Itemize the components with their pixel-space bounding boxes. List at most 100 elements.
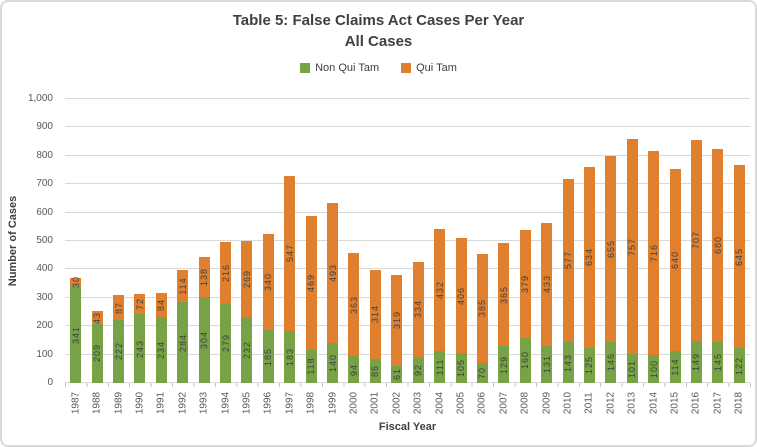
- data-label: 365: [498, 285, 509, 304]
- data-label: 105: [456, 359, 467, 378]
- data-label: 379: [520, 274, 531, 293]
- bar-segment-qui-tam: 469: [305, 216, 317, 350]
- data-label: 125: [584, 356, 595, 375]
- bar-column: 105 406: [450, 99, 471, 383]
- bar-segment-non-qui-tam: 85: [369, 358, 381, 383]
- x-tick: 2006: [472, 388, 493, 418]
- bar-column: 146 655: [600, 99, 621, 383]
- x-tick-label: 1989: [113, 391, 125, 415]
- data-label: 640: [670, 250, 681, 269]
- data-label: 114: [177, 277, 188, 295]
- bar-segment-non-qui-tam: 61: [391, 365, 403, 383]
- bar-segment-non-qui-tam: 185: [262, 330, 274, 383]
- data-label: 122: [734, 356, 745, 375]
- bar-segment-non-qui-tam: 140: [327, 343, 339, 383]
- x-tick: 2000: [343, 388, 364, 418]
- bar-segment-non-qui-tam: 70: [476, 363, 488, 383]
- x-tick-label: 2010: [562, 391, 574, 415]
- x-tick-label: 2018: [733, 391, 745, 415]
- x-tick: 1987: [65, 388, 86, 418]
- x-tick-label: 1994: [220, 391, 232, 415]
- data-label: 216: [220, 264, 231, 283]
- bar-column: 243 72: [129, 99, 150, 383]
- bar-column: 140 493: [322, 99, 343, 383]
- bar-segment-non-qui-tam: 131: [541, 345, 553, 383]
- bar-segment-qui-tam: 43: [91, 311, 103, 324]
- bar-segment-non-qui-tam: 105: [455, 353, 467, 383]
- gridline: [65, 211, 750, 213]
- legend: Non Qui Tam Qui Tam: [2, 62, 755, 74]
- bar-column: 279 216: [215, 99, 236, 383]
- bar-column: 92 334: [408, 99, 429, 383]
- bar-column: 232 269: [236, 99, 257, 383]
- x-tick: 1990: [129, 388, 150, 418]
- x-tick: 2002: [386, 388, 407, 418]
- bar-segment-qui-tam: 314: [369, 269, 381, 359]
- legend-item: Qui Tam: [401, 62, 457, 74]
- data-label: 222: [113, 342, 124, 361]
- bar-segment-qui-tam: 406: [455, 237, 467, 354]
- data-label: 84: [156, 298, 167, 311]
- bar-segment-qui-tam: 680: [712, 148, 724, 342]
- data-label: 138: [199, 268, 210, 287]
- x-tick: 1998: [300, 388, 321, 418]
- bar-segment-qui-tam: 269: [241, 240, 253, 318]
- y-tick-label: 500: [36, 235, 53, 246]
- bar-segment-non-qui-tam: 92: [412, 356, 424, 383]
- bar-segment-non-qui-tam: 143: [562, 342, 574, 383]
- bar-column: 94 363: [343, 99, 364, 383]
- x-tick-label: 1990: [134, 391, 146, 415]
- x-tick: 2001: [365, 388, 386, 418]
- bar-column: 101 757: [622, 99, 643, 383]
- data-label: 111: [434, 358, 445, 376]
- x-tick: 1997: [279, 388, 300, 418]
- x-tick-label: 2003: [412, 391, 424, 415]
- bar-column: 234 84: [151, 99, 172, 383]
- x-tick: 2005: [450, 388, 471, 418]
- x-tick: 2010: [557, 388, 578, 418]
- y-tick-label: 300: [36, 291, 53, 303]
- bar-segment-non-qui-tam: 209: [91, 323, 103, 383]
- bar-segment-non-qui-tam: 114: [669, 350, 681, 383]
- bar-segment-qui-tam: 84: [155, 292, 167, 317]
- bar-segment-qui-tam: 433: [541, 222, 553, 346]
- bar-segment-qui-tam: 87: [113, 295, 125, 320]
- bar-column: 284 114: [172, 99, 193, 383]
- gridline: [65, 382, 750, 383]
- bar-segment-non-qui-tam: 101: [626, 354, 638, 383]
- bar-column: 149 707: [686, 99, 707, 383]
- data-label: 469: [306, 273, 317, 292]
- bar-segment-qui-tam: 432: [434, 228, 446, 352]
- x-tick-label: 2016: [690, 391, 702, 415]
- bar-segment-non-qui-tam: 129: [498, 346, 510, 383]
- data-label: 341: [70, 325, 81, 344]
- bar-segment-non-qui-tam: 304: [198, 296, 210, 383]
- plot-area: 341 30 209 43 222 87 243 72 234 84 284 114 304 138 279…: [65, 98, 750, 383]
- y-tick-label: 400: [36, 263, 53, 275]
- x-tick-label: 2015: [669, 391, 681, 415]
- bar-column: 85 314: [365, 99, 386, 383]
- x-tick-label: 2017: [712, 391, 724, 415]
- legend-color-swatch-icon: [401, 63, 412, 73]
- data-label: 61: [391, 368, 402, 381]
- data-label: 146: [605, 353, 616, 372]
- bar-column: 183 547: [279, 99, 300, 383]
- data-label: 143: [563, 353, 574, 372]
- bar-segment-qui-tam: 334: [412, 262, 424, 357]
- bar-column: 160 379: [515, 99, 536, 383]
- y-tick-label: 800: [36, 149, 53, 161]
- bar-segment-qui-tam: 655: [605, 155, 617, 342]
- x-tick-label: 2008: [519, 391, 531, 415]
- data-label: 92: [413, 363, 424, 376]
- data-label: 716: [648, 243, 659, 262]
- y-tick-label: 600: [36, 206, 53, 218]
- legend-item: Non Qui Tam: [300, 62, 379, 74]
- bar-column: 100 716: [643, 99, 664, 383]
- bar-segment-non-qui-tam: 160: [519, 337, 531, 383]
- chart-title-line2: All Cases: [344, 33, 413, 50]
- gridline: [65, 268, 750, 270]
- x-tick: 1989: [108, 388, 129, 418]
- data-label: 655: [605, 239, 616, 258]
- x-tick-label: 1995: [241, 391, 253, 415]
